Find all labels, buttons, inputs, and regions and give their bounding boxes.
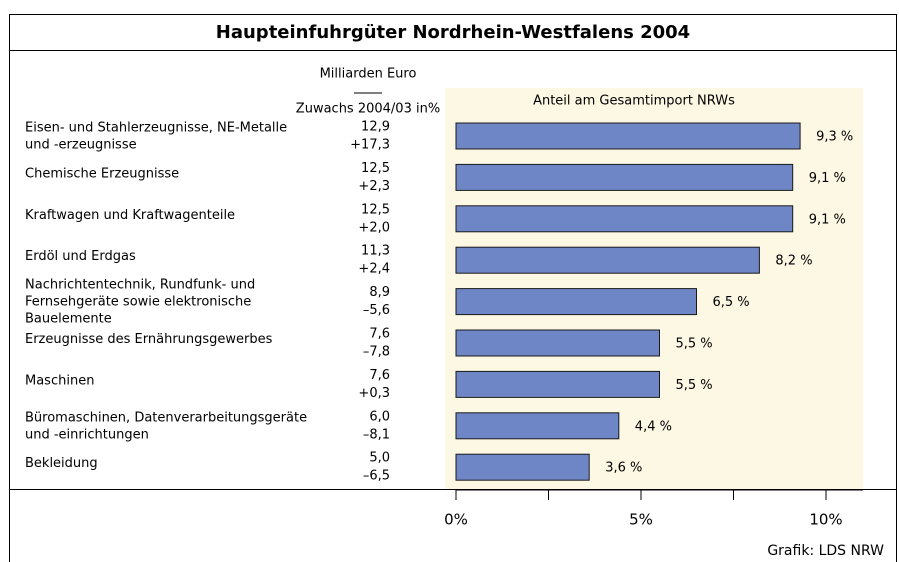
axis-label: Anteil am Gesamtimport NRWs bbox=[533, 94, 735, 109]
category-label: Maschinen bbox=[25, 373, 94, 388]
column-value: 12,5 bbox=[361, 202, 390, 217]
column-value: 12,5 bbox=[361, 161, 390, 176]
value-label: 9,3 % bbox=[816, 130, 853, 145]
column-value: 7,6 bbox=[369, 368, 390, 383]
column-value: +2,4 bbox=[358, 262, 390, 277]
column-header: Milliarden Euro bbox=[320, 67, 417, 82]
category-label: Eisen- und Stahlerzeugnisse, NE-Metalle u… bbox=[25, 120, 287, 152]
column-value: 8,9 bbox=[369, 285, 390, 300]
bar bbox=[455, 163, 794, 191]
value-label: 9,1 % bbox=[809, 212, 846, 227]
category-label: Erdöl und Erdgas bbox=[25, 249, 136, 264]
bar bbox=[455, 122, 801, 150]
bar bbox=[455, 370, 660, 398]
category-label: Kraftwagen und Kraftwagenteile bbox=[25, 207, 235, 222]
x-tick-label: 0% bbox=[444, 511, 468, 529]
x-tick-label: 10% bbox=[809, 511, 842, 529]
column-value: 6,0 bbox=[369, 409, 390, 424]
column-value: –7,8 bbox=[363, 345, 390, 360]
value-label: 9,1 % bbox=[809, 171, 846, 186]
frame bbox=[9, 14, 897, 490]
x-tick-label: 5% bbox=[629, 511, 653, 529]
column-value: 11,3 bbox=[361, 244, 390, 259]
column-value: +2,0 bbox=[358, 220, 390, 235]
bar bbox=[455, 453, 590, 481]
column-value: +17,3 bbox=[350, 138, 390, 153]
bar bbox=[455, 329, 660, 357]
column-value: +2,3 bbox=[358, 179, 390, 194]
column-value: –6,5 bbox=[363, 469, 390, 484]
chart-title: Haupteinfuhrgüter Nordrhein-Westfalens 2… bbox=[216, 22, 690, 43]
column-value: 7,6 bbox=[369, 327, 390, 342]
category-label: Büromaschinen, Datenverarbeitungsgeräte u… bbox=[25, 410, 307, 442]
value-label: 4,4 % bbox=[635, 419, 672, 434]
value-label: 5,5 % bbox=[676, 378, 713, 393]
column-header: Zuwachs 2004/03 in% bbox=[296, 102, 440, 117]
bar bbox=[455, 205, 794, 233]
bar bbox=[455, 246, 760, 274]
category-label: Erzeugnisse des Ernährungsgewerbes bbox=[25, 332, 273, 347]
value-label: 3,6 % bbox=[605, 461, 642, 476]
value-label: 5,5 % bbox=[676, 337, 713, 352]
bar bbox=[455, 288, 697, 316]
value-label: 6,5 % bbox=[713, 295, 750, 310]
category-label: Bekleidung bbox=[25, 456, 98, 471]
category-label: Nachrichtentechnik, Rundfunk- und Fernseh… bbox=[25, 277, 255, 326]
value-label: 8,2 % bbox=[775, 254, 812, 269]
bar bbox=[455, 412, 620, 440]
source: Grafik: LDS NRW bbox=[767, 543, 884, 559]
column-value: 5,0 bbox=[369, 451, 390, 466]
category-label: Chemische Erzeugnisse bbox=[25, 166, 179, 181]
column-value: –8,1 bbox=[363, 427, 390, 442]
column-value: 12,9 bbox=[361, 120, 390, 135]
column-value: –5,6 bbox=[363, 303, 390, 318]
column-value: +0,3 bbox=[358, 386, 390, 401]
